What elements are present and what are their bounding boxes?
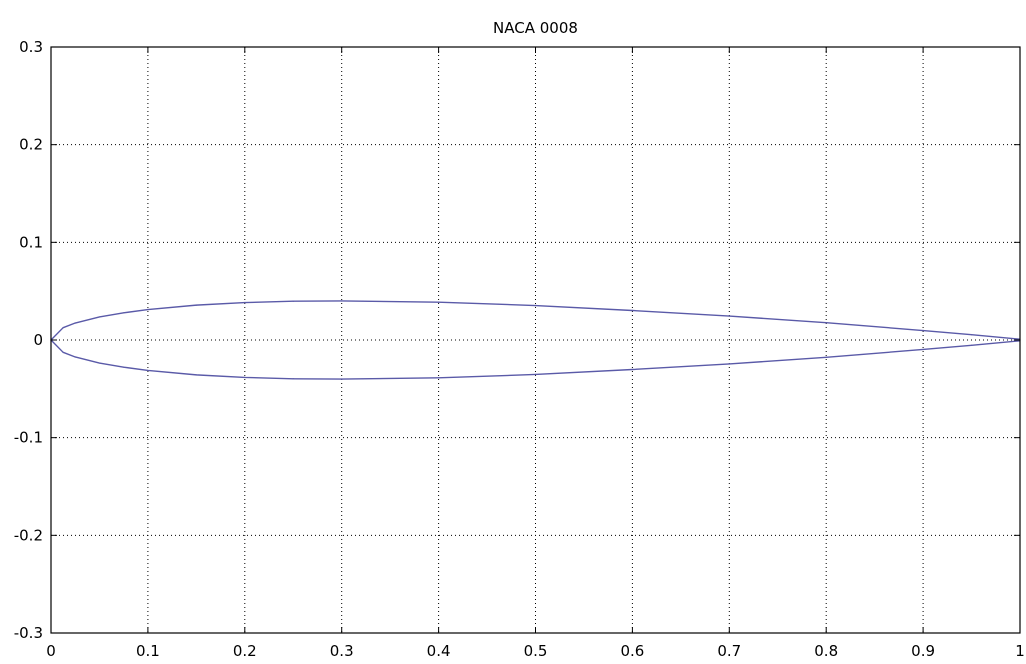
y-axis-tick-labels: -0.3 -0.2 -0.1 0 0.1 0.2 0.3 — [14, 38, 43, 642]
x-tick-label: 0.6 — [620, 642, 644, 660]
chart-title: NACA 0008 — [493, 19, 578, 37]
x-axis-tick-labels: 0 0.1 0.2 0.3 0.4 0.5 0.6 0.7 0.8 0.9 1 — [46, 642, 1025, 660]
data-point — [123, 312, 125, 314]
data-point — [244, 376, 246, 379]
data-point — [123, 366, 125, 368]
data-point — [195, 304, 197, 306]
x-tick-label: 0.4 — [427, 642, 451, 660]
y-tick-label: -0.2 — [14, 526, 43, 544]
axis-ticks — [50, 46, 1021, 634]
data-point — [825, 322, 827, 324]
data-point — [147, 369, 149, 372]
x-tick-label: 1 — [1015, 642, 1025, 660]
data-point — [74, 356, 76, 358]
data-point — [534, 373, 537, 376]
data-point — [74, 322, 76, 324]
data-point — [62, 327, 64, 329]
data-point — [631, 309, 634, 312]
data-point — [147, 308, 149, 311]
y-tick-label: 0 — [33, 331, 43, 349]
data-point — [970, 334, 973, 336]
x-tick-label: 0.3 — [330, 642, 354, 660]
data-point — [922, 348, 924, 351]
data-point — [728, 363, 730, 365]
x-tick-label: 0.1 — [136, 642, 160, 660]
x-tick-label: 0.9 — [911, 642, 935, 660]
data-point — [98, 316, 101, 318]
y-tick-label: 0.3 — [19, 38, 43, 56]
x-tick-label: 0.8 — [814, 642, 838, 660]
x-tick-label: 0.2 — [233, 642, 257, 660]
data-point — [341, 378, 343, 380]
data-point — [631, 368, 634, 371]
data-point — [970, 344, 973, 346]
data-point — [292, 378, 294, 380]
x-tick-label: 0.7 — [717, 642, 741, 660]
y-tick-label: -0.3 — [14, 624, 43, 642]
data-point — [438, 301, 440, 303]
y-tick-label: 0.2 — [19, 136, 43, 154]
data-point — [98, 362, 101, 364]
data-point — [728, 315, 730, 317]
x-tick-label: 0 — [46, 642, 56, 660]
data-point — [825, 356, 827, 358]
data-point — [534, 304, 537, 307]
data-point — [62, 351, 64, 353]
y-tick-label: 0.1 — [19, 233, 43, 251]
y-tick-label: -0.1 — [14, 429, 43, 447]
data-point — [341, 300, 343, 302]
data-point — [244, 301, 246, 304]
data-point — [292, 300, 294, 302]
data-point — [195, 374, 197, 376]
data-point — [922, 329, 924, 332]
data-point — [438, 377, 440, 379]
grid-lines — [51, 47, 1020, 633]
x-tick-label: 0.5 — [524, 642, 548, 660]
